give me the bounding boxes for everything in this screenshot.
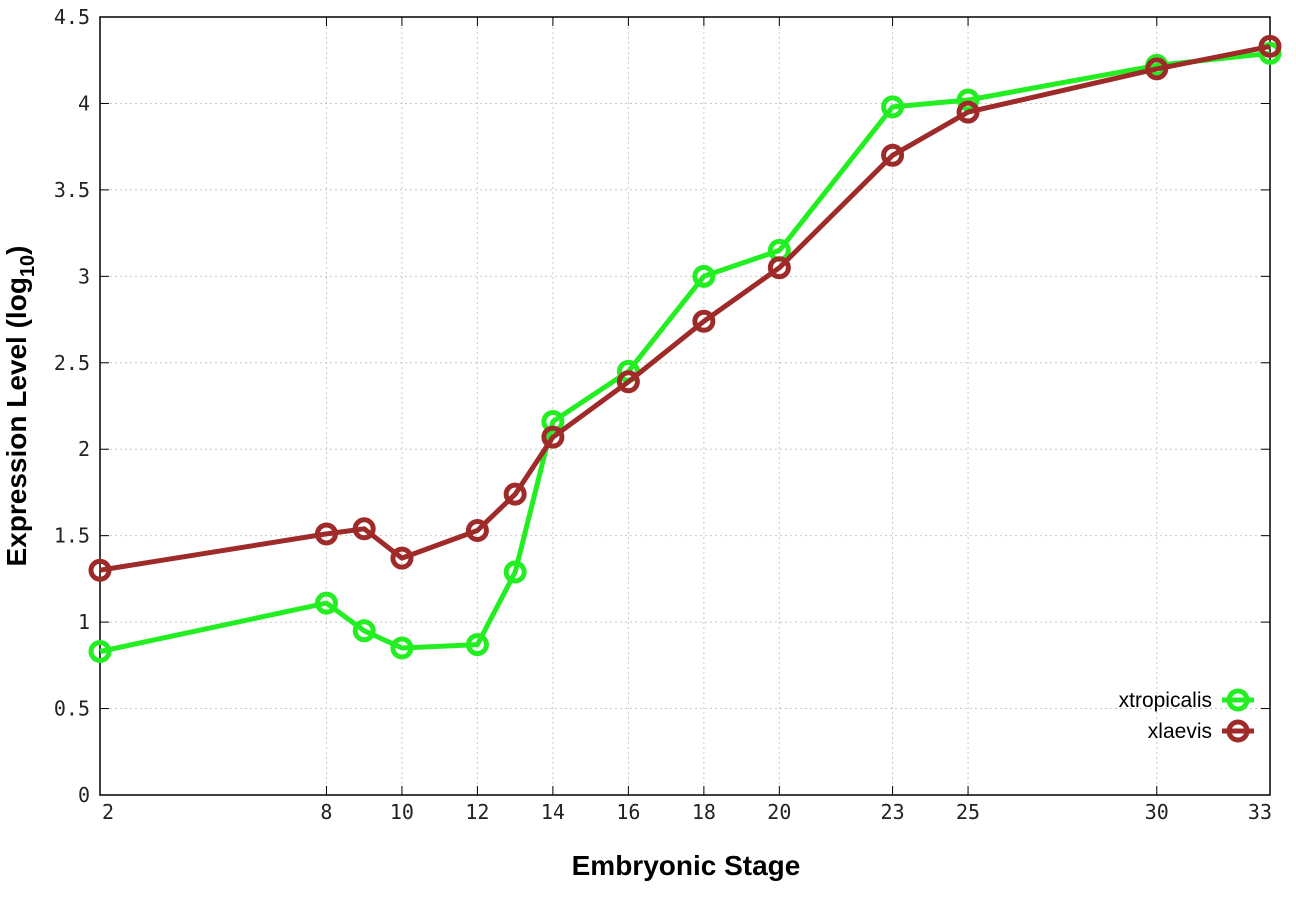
y-axis-title-subscript: 10 [17,255,39,277]
data-point-xtropicalis [88,640,112,664]
x-tick-label: 30 [1145,800,1169,824]
data-point-xtropicalis [465,633,489,657]
y-tick-label: 1.5 [54,524,90,548]
data-point-xtropicalis [390,636,414,660]
x-tick-label: 10 [390,800,414,824]
series-line-xtropicalis [99,50,1271,654]
x-tick-label: 8 [320,800,332,824]
y-axis-title-main: Expression Level (log [1,277,32,566]
x-tick-label: 16 [616,800,640,824]
x-tick-label: 20 [767,800,791,824]
y-tick-label: 3.5 [54,178,90,202]
data-point-xlaevis [541,425,565,449]
data-point-xlaevis [1145,57,1169,81]
y-axis-title: Expression Level (log10) [1,246,39,567]
data-point-xlaevis [1258,34,1282,58]
x-tick-label: 14 [541,800,565,824]
x-tick-label: 2 [102,800,114,824]
x-tick-label: 12 [465,800,489,824]
data-point-xlaevis [616,370,640,394]
legend-marker-xtropicalis [1226,688,1250,712]
data-point-xlaevis [88,558,112,582]
y-tick-label: 0 [78,783,90,807]
y-tick-label: 1 [78,610,90,634]
series-layer [88,34,1282,664]
legend: xtropicalis xlaevis [1119,688,1254,743]
y-tick-label: 0.5 [54,697,90,721]
x-tick-label: 33 [1248,800,1272,824]
ticks-layer: 0 0.5 1 1.5 2 2.5 3 3.5 4 4.5 2 8 10 12 14 16 18 20 23 25 30… [54,5,1272,824]
legend-label-xlaevis: xlaevis [1148,720,1212,743]
x-tick-label: 25 [956,800,980,824]
data-point-xtropicalis [503,560,527,584]
data-point-xlaevis [352,517,376,541]
data-point-xtropicalis [881,95,905,119]
data-point-xtropicalis [352,619,376,643]
legend-marker-xlaevis [1226,719,1250,743]
data-point-xlaevis [314,522,338,546]
x-axis-title: Embryonic Stage [572,850,801,881]
data-point-xlaevis [503,482,527,506]
y-tick-label: 3 [78,264,90,288]
data-point-xtropicalis [956,88,980,112]
data-point-xlaevis [692,309,716,333]
y-axis-title-group: Expression Level (log10) [1,246,39,567]
grid-layer [100,17,1270,795]
y-tick-label: 4 [78,91,90,115]
series-line-xlaevis [99,43,1271,573]
data-point-xlaevis [881,143,905,167]
y-tick-label: 2.5 [54,351,90,375]
data-point-xlaevis [767,256,791,280]
legend-label-xtropicalis: xtropicalis [1119,689,1212,712]
y-tick-label: 4.5 [54,5,90,29]
plot-frame [99,16,1271,796]
data-point-xtropicalis [692,264,716,288]
data-point-xtropicalis [314,591,338,615]
data-point-xlaevis [465,518,489,542]
y-tick-label: 2 [78,437,90,461]
x-tick-label: 23 [881,800,905,824]
y-axis-title-close: ) [1,246,32,255]
x-tick-label: 18 [692,800,716,824]
data-point-xlaevis [390,546,414,570]
data-point-xlaevis [956,100,980,124]
